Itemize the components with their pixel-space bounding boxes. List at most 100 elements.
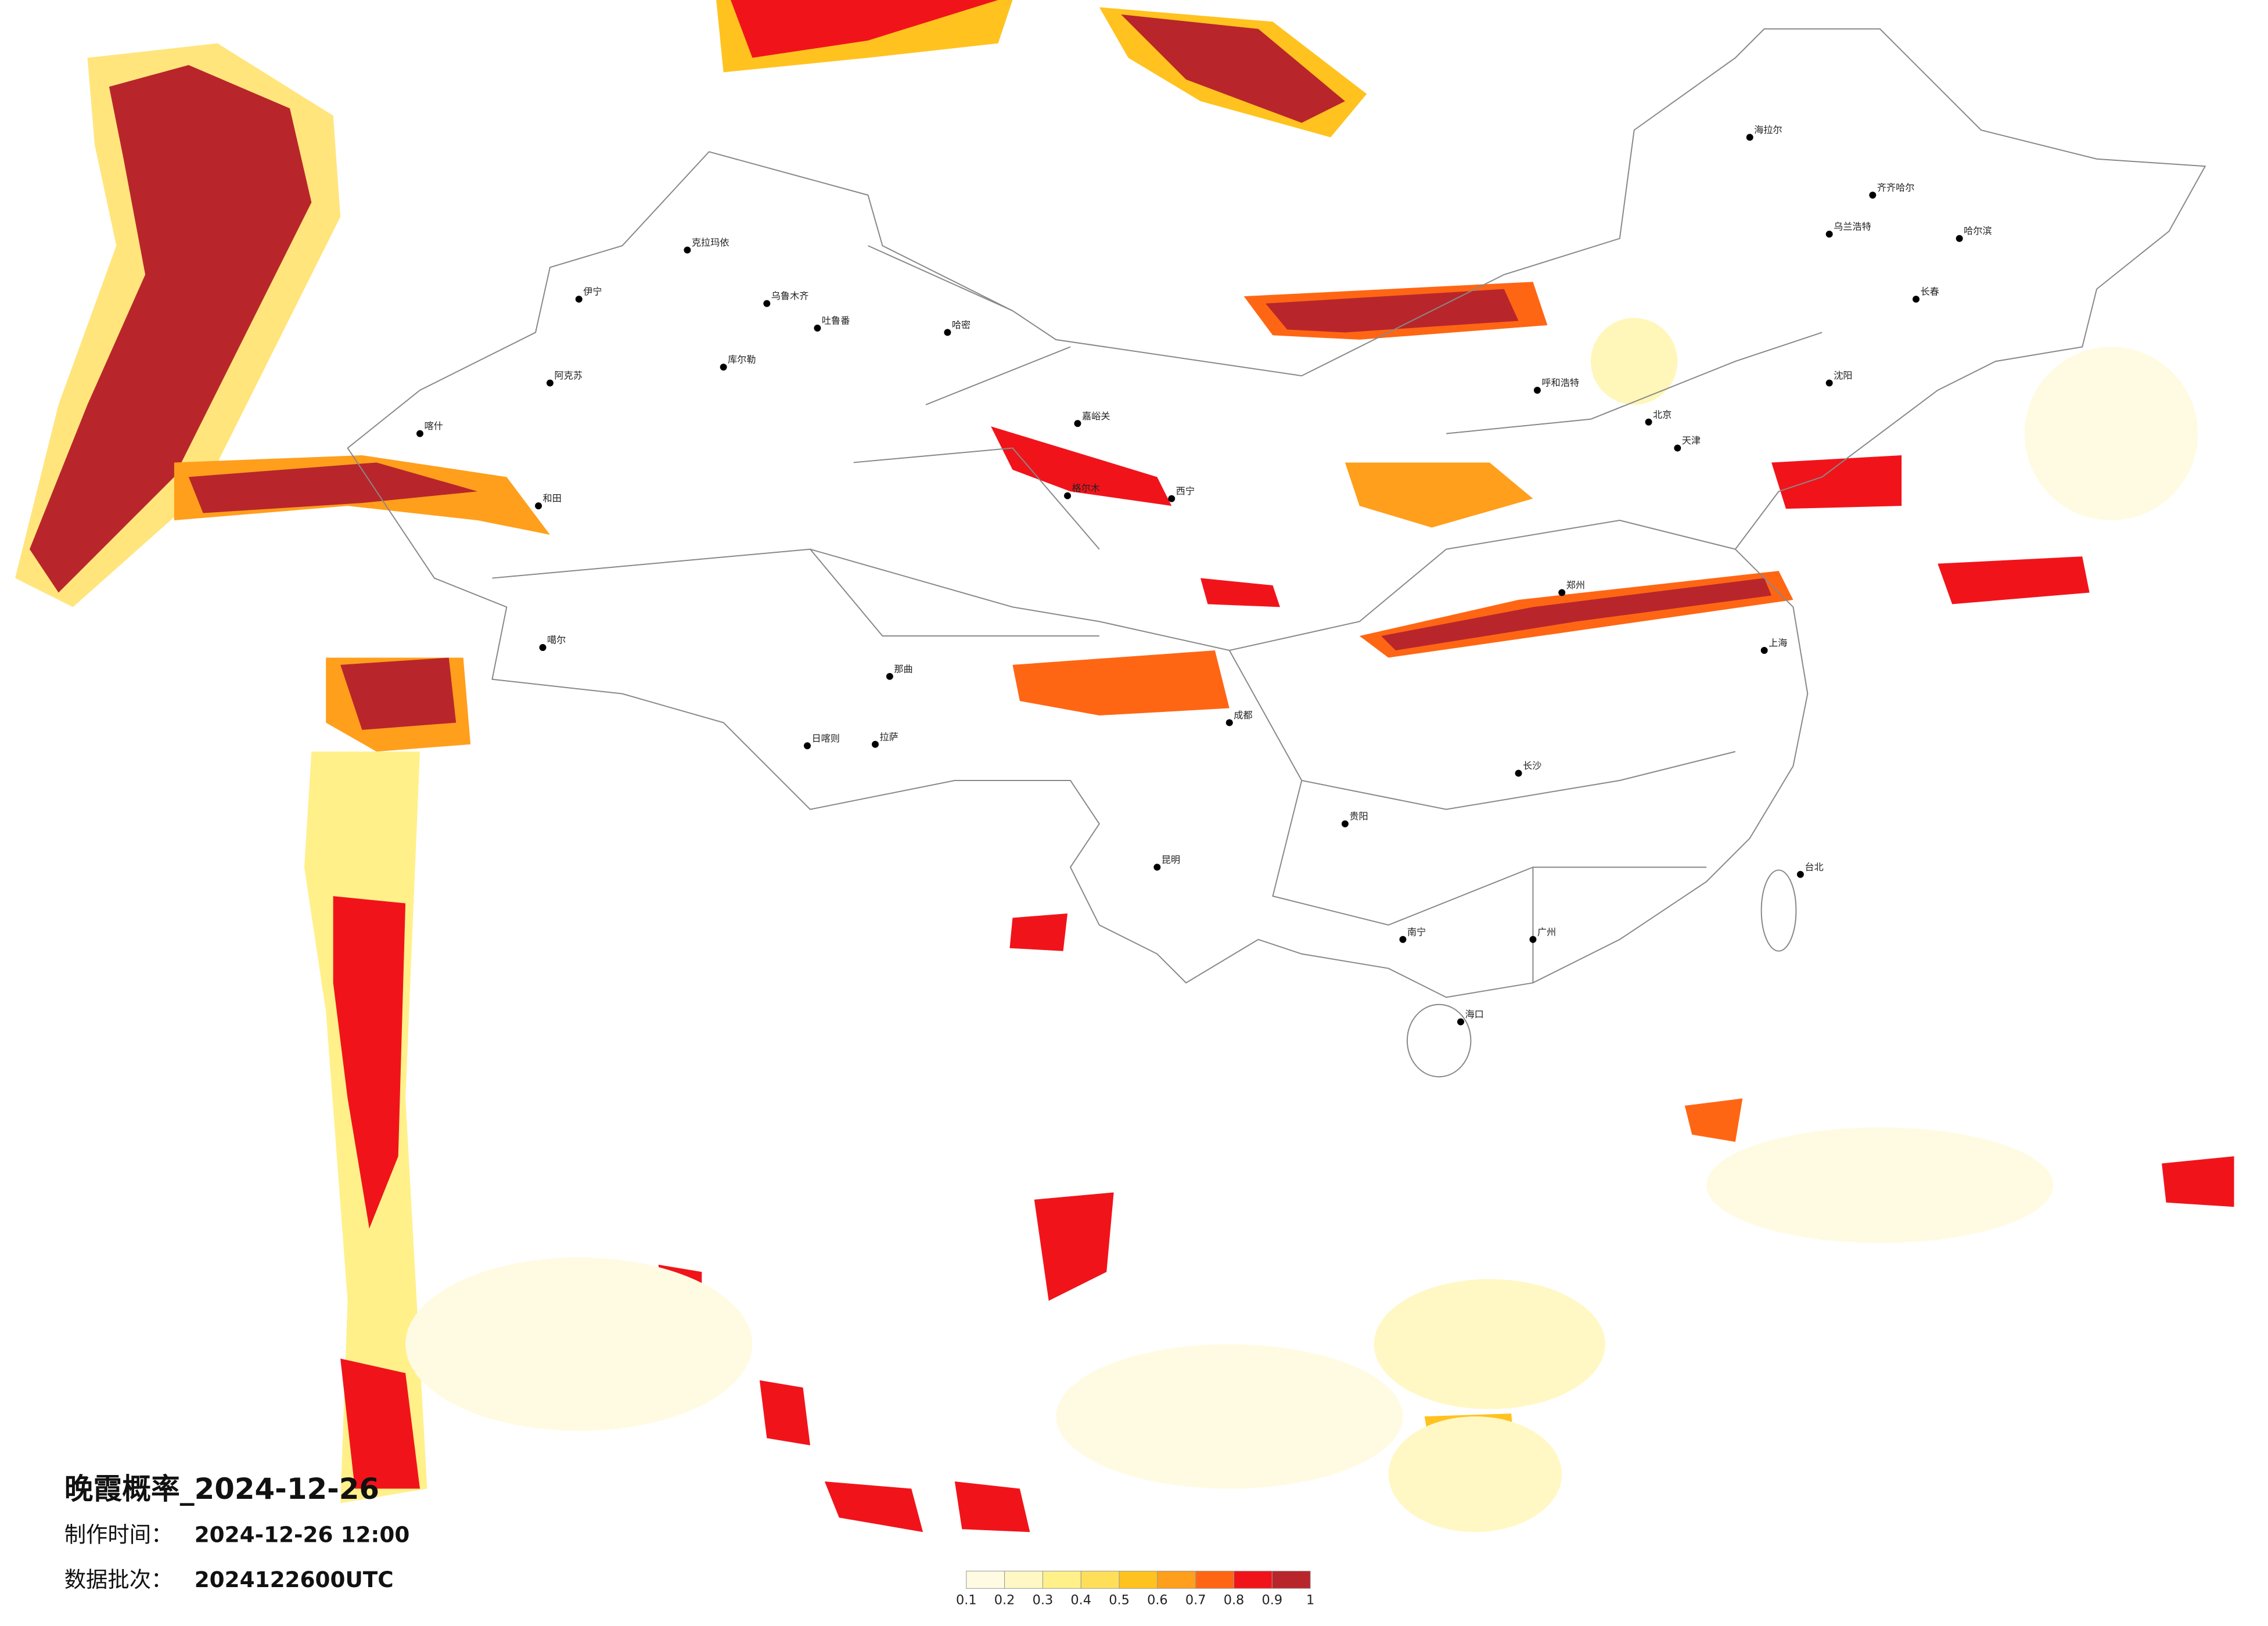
city-dot [535,502,542,510]
city-label: 齐齐哈尔 [1877,182,1915,193]
legend-tick-label: 0.9 [1262,1593,1283,1608]
city-dot [1074,420,1081,427]
city-dot [1457,1018,1464,1026]
legend-tick-label: 0.4 [1070,1593,1091,1608]
city-dot [1168,495,1176,502]
city-label: 海口 [1465,1009,1483,1020]
legend-swatch [1004,1570,1043,1589]
city-dot [1558,589,1566,596]
city-dot [1515,769,1522,777]
city-label: 乌鲁木齐 [771,290,809,301]
city-dot [1825,379,1833,387]
legend-tick-label: 1 [1306,1593,1314,1608]
city-dot [684,246,691,254]
city-label: 长春 [1920,286,1939,297]
city-dot [872,740,879,748]
city-label: 南宁 [1407,926,1426,937]
city-dot [763,300,771,307]
city-label: 乌兰浩特 [1834,221,1871,232]
city-label: 西宁 [1176,485,1195,497]
city-dot [1399,936,1407,943]
city-label: 台北 [1805,861,1823,872]
legend-swatch [1195,1570,1235,1589]
city-label: 吐鲁番 [822,315,850,326]
legend-tick-label: 0.8 [1224,1593,1245,1608]
city-label: 昆明 [1162,854,1180,865]
city-dot [720,364,727,371]
legend: 0.1 0.2 0.3 0.4 0.5 0.6 0.7 0.8 0.9 1 [956,1570,1314,1608]
city-label: 和田 [543,493,562,504]
map-title: 晚霞概率_2024-12-26 [64,1472,379,1506]
city-label: 嘉峪关 [1082,411,1110,422]
city-dot [1341,820,1349,828]
legend-swatch [966,1570,1005,1589]
city-dot [1533,387,1541,394]
legend-swatch [1042,1570,1081,1589]
legend-tick-label: 0.1 [956,1593,977,1608]
city-dot [547,379,553,387]
legend-tick-label: 0.7 [1185,1593,1206,1608]
city-dot [1825,231,1833,238]
city-label: 长沙 [1523,760,1541,771]
city-label: 广州 [1537,926,1556,937]
city-dot [1064,492,1071,499]
city-label: 克拉玛依 [692,237,729,248]
city-label: 格尔木 [1072,483,1099,494]
city-dot [1956,235,1963,242]
city-dot [1225,719,1233,726]
batch: 2024122600UTC [195,1567,394,1592]
legend-swatch [1080,1570,1120,1589]
city-label: 那曲 [894,663,912,674]
city-dot [1153,864,1161,871]
legend-tick-label: 0.5 [1109,1593,1130,1608]
city-label: 哈尔滨 [1964,225,1992,236]
city-label: 北京 [1653,409,1672,420]
city-label: 伊宁 [583,286,602,297]
batch-label: 数据批次： [64,1567,173,1592]
city-label: 上海 [1769,638,1787,649]
city-dot [804,742,811,750]
city-dot [1760,647,1768,654]
city-dot [944,329,951,336]
city-label: 天津 [1682,435,1701,446]
made-label: 制作时间： [64,1522,173,1548]
probability-field [15,0,2234,1533]
city-label: 库尔勒 [728,354,756,365]
made-time: 2024-12-26 12:00 [195,1522,410,1548]
city-dot [1529,936,1537,943]
city-label: 沈阳 [1834,370,1852,381]
legend-tick-label: 0.2 [994,1593,1015,1608]
city-label: 贵阳 [1349,811,1368,822]
legend-swatch [1119,1570,1158,1589]
city-dot [1645,418,1652,426]
legend-tick-label: 0.3 [1033,1593,1054,1608]
city-label: 海拉尔 [1754,124,1782,135]
city-label: 哈密 [952,319,971,330]
city-label: 喀什 [424,420,443,431]
city-label: 成都 [1234,710,1252,721]
city-dot [814,325,821,332]
legend-tick-label: 0.6 [1147,1593,1168,1608]
legend-swatch [1271,1570,1311,1589]
city-dot [1796,870,1804,878]
city-label: 噶尔 [547,635,566,646]
city-dot [1746,134,1753,141]
city-dot [416,430,423,437]
city-dot [1869,192,1877,199]
city-label: 郑州 [1566,580,1585,591]
city-dot [886,672,893,680]
city-label: 日喀则 [811,733,839,744]
city-label: 阿克苏 [554,370,582,381]
city-dot [1913,296,1920,303]
city-label: 呼和浩特 [1541,377,1579,388]
city-label: 拉萨 [879,731,898,742]
legend-swatch [1157,1570,1196,1589]
borders [347,28,2206,1078]
legend-swatch [1234,1570,1273,1589]
city-dot [539,644,547,651]
city-dot [575,296,583,303]
city-dot [1674,444,1681,452]
